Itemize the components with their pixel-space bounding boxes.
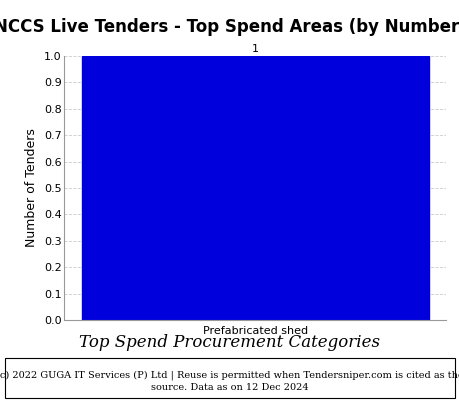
Text: NCCS Live Tenders - Top Spend Areas (by Number): NCCS Live Tenders - Top Spend Areas (by …: [0, 18, 459, 36]
Y-axis label: Number of Tenders: Number of Tenders: [25, 128, 38, 248]
Text: Top Spend Procurement Categories: Top Spend Procurement Categories: [79, 334, 380, 351]
Text: source. Data as on 12 Dec 2024: source. Data as on 12 Dec 2024: [151, 384, 308, 392]
Text: 1: 1: [251, 44, 258, 54]
Text: (c) 2022 GUGA IT Services (P) Ltd | Reuse is permitted when Tendersniper.com is : (c) 2022 GUGA IT Services (P) Ltd | Reus…: [0, 370, 459, 380]
